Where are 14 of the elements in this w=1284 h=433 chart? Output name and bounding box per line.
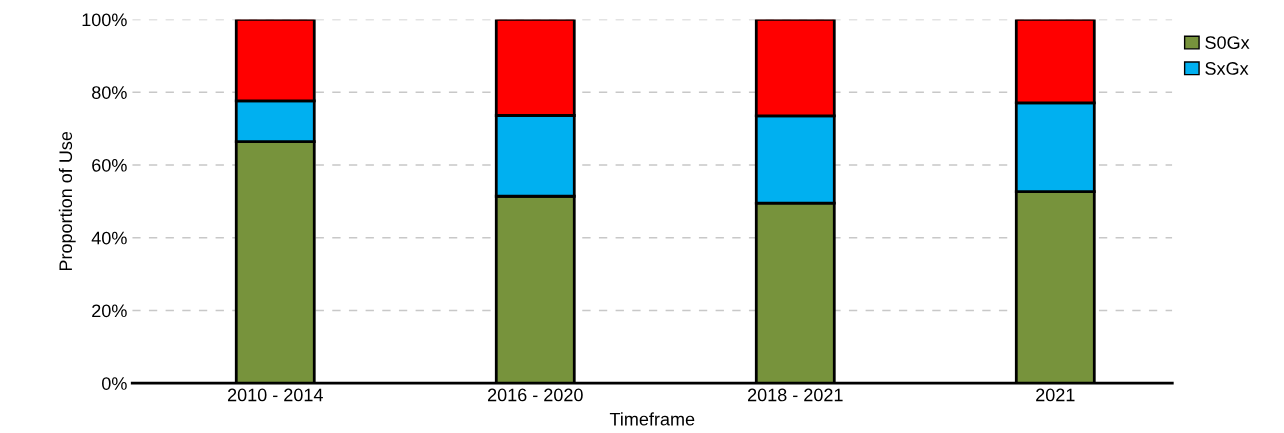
y-tick-label: 0% xyxy=(102,377,127,390)
legend-label: SxGx xyxy=(1205,62,1249,75)
y-tick-label: 40% xyxy=(91,231,127,245)
y-tick-label: 60% xyxy=(92,158,127,172)
x-tick-label: 2021 xyxy=(1036,388,1075,402)
x-tick-label: 2018 - 2021 xyxy=(748,388,843,402)
y-tick-label: 20% xyxy=(92,304,127,318)
y-axis-title: Proportion of Use xyxy=(58,131,76,271)
x-axis-title: Timeframe xyxy=(609,412,695,426)
y-tick-label: 80% xyxy=(92,86,127,99)
legend-label: S0Gx xyxy=(1205,36,1250,49)
x-tick-label: 2016 - 2020 xyxy=(487,388,583,402)
y-tick-label: 100% xyxy=(82,13,127,27)
x-tick-label: 2010 - 2014 xyxy=(227,388,323,402)
